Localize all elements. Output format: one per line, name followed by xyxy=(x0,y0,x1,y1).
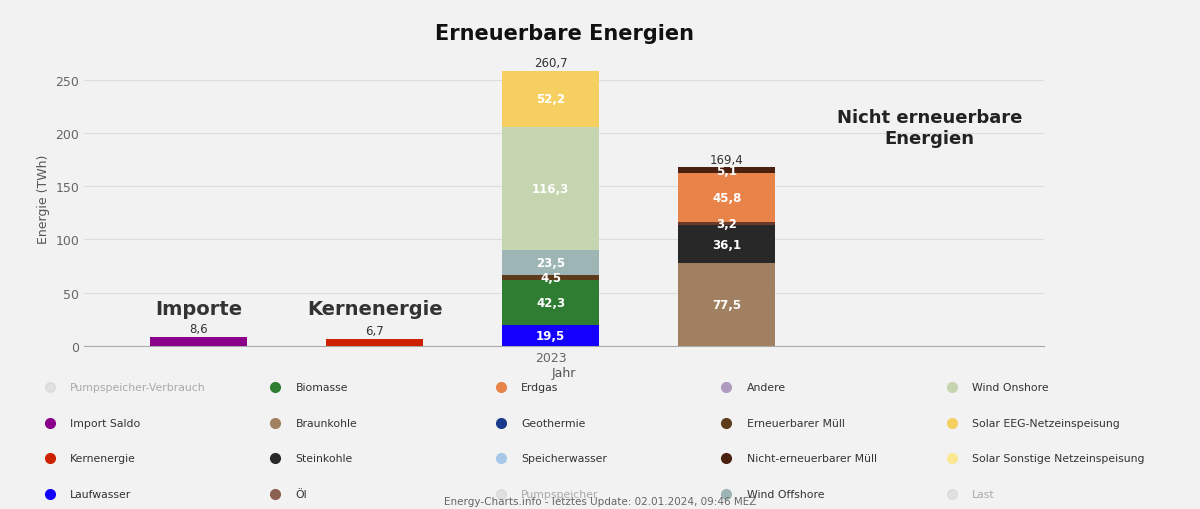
Text: Import Saldo: Import Saldo xyxy=(70,418,140,428)
Text: 3,2: 3,2 xyxy=(716,217,737,230)
Text: Biomasse: Biomasse xyxy=(295,382,348,392)
Bar xyxy=(678,168,775,174)
Text: 8,6: 8,6 xyxy=(190,322,208,335)
Text: Wind Onshore: Wind Onshore xyxy=(972,382,1049,392)
Text: Energy-Charts.info - letztes Update: 02.01.2024, 09:46 MEZ: Energy-Charts.info - letztes Update: 02.… xyxy=(444,496,756,506)
Text: Pumpspeicher-Verbrauch: Pumpspeicher-Verbrauch xyxy=(70,382,205,392)
Text: 5,1: 5,1 xyxy=(716,164,738,177)
Text: Laufwasser: Laufwasser xyxy=(70,489,131,499)
Bar xyxy=(503,251,599,276)
Text: Steinkohle: Steinkohle xyxy=(295,454,353,463)
Text: 19,5: 19,5 xyxy=(536,329,565,342)
Bar xyxy=(678,222,775,225)
Text: Nicht erneuerbare
Energien: Nicht erneuerbare Energien xyxy=(836,109,1022,148)
Text: 45,8: 45,8 xyxy=(713,191,742,204)
Bar xyxy=(326,339,424,346)
Text: Geothermie: Geothermie xyxy=(521,418,586,428)
Text: Importe: Importe xyxy=(155,299,242,319)
Bar xyxy=(503,325,599,346)
Bar xyxy=(150,337,247,346)
Text: 36,1: 36,1 xyxy=(713,238,742,251)
Text: 6,7: 6,7 xyxy=(365,324,384,337)
Bar xyxy=(503,276,599,280)
Text: Öl: Öl xyxy=(295,489,307,499)
Text: Wind Offshore: Wind Offshore xyxy=(746,489,824,499)
Text: Nicht-erneuerbarer Müll: Nicht-erneuerbarer Müll xyxy=(746,454,877,463)
Bar xyxy=(503,127,599,251)
Text: 23,5: 23,5 xyxy=(536,257,565,270)
Bar xyxy=(678,264,775,346)
Text: Erneuerbarer Müll: Erneuerbarer Müll xyxy=(746,418,845,428)
Text: 169,4: 169,4 xyxy=(710,154,744,166)
Text: Last: Last xyxy=(972,489,995,499)
Text: Andere: Andere xyxy=(746,382,786,392)
X-axis label: Jahr: Jahr xyxy=(552,366,576,380)
Text: Speicherwasser: Speicherwasser xyxy=(521,454,607,463)
Text: Braunkohle: Braunkohle xyxy=(295,418,358,428)
Text: 52,2: 52,2 xyxy=(536,93,565,106)
Text: Kernenergie: Kernenergie xyxy=(70,454,136,463)
Text: Solar EEG-Netzeinspeisung: Solar EEG-Netzeinspeisung xyxy=(972,418,1120,428)
Y-axis label: Energie (TWh): Energie (TWh) xyxy=(37,154,49,243)
Text: 116,3: 116,3 xyxy=(532,183,570,195)
Text: Erdgas: Erdgas xyxy=(521,382,558,392)
Bar xyxy=(503,72,599,127)
Text: Solar Sonstige Netzeinspeisung: Solar Sonstige Netzeinspeisung xyxy=(972,454,1145,463)
Bar xyxy=(678,225,775,264)
Title: Erneuerbare Energien: Erneuerbare Energien xyxy=(434,24,694,44)
Bar xyxy=(678,174,775,222)
Text: 77,5: 77,5 xyxy=(713,298,742,312)
Text: 260,7: 260,7 xyxy=(534,57,568,70)
Bar xyxy=(503,280,599,325)
Text: 42,3: 42,3 xyxy=(536,296,565,309)
Text: Pumpspeicher: Pumpspeicher xyxy=(521,489,599,499)
Text: 4,5: 4,5 xyxy=(540,272,562,285)
Text: Kernenergie: Kernenergie xyxy=(307,299,443,319)
